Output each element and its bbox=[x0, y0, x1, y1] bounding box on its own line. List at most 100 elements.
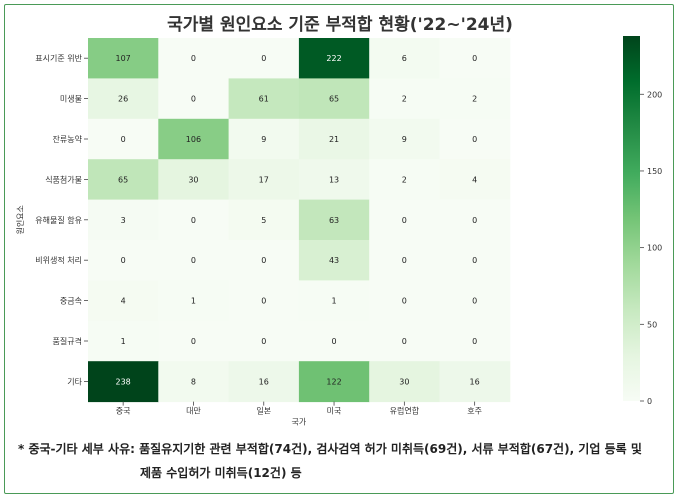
cell-value-label: 0 bbox=[261, 256, 266, 265]
x-tick-label: 대만 bbox=[186, 407, 201, 416]
cell-value-label: 0 bbox=[472, 297, 477, 306]
heatmap-cell bbox=[298, 240, 370, 281]
heatmap-cell bbox=[158, 320, 230, 362]
cell-value-label: 8 bbox=[191, 377, 196, 386]
heatmap-cell bbox=[369, 78, 440, 120]
y-tick-label: 유해물질 함유 bbox=[35, 215, 82, 225]
heatmap-cell bbox=[158, 280, 230, 322]
colorbar bbox=[623, 36, 640, 401]
cell-value-label: 4 bbox=[472, 175, 477, 184]
cell-value-label: 65 bbox=[118, 175, 128, 184]
heatmap-cell bbox=[228, 38, 300, 79]
x-axis-label: 국가 bbox=[292, 418, 307, 427]
y-tick-label: 기타 bbox=[67, 377, 82, 386]
heatmap-cell bbox=[158, 118, 230, 160]
heatmap-cell bbox=[369, 361, 440, 403]
cell-value-label: 0 bbox=[191, 337, 196, 346]
cell-value-label: 26 bbox=[118, 95, 128, 104]
cell-value-label: 0 bbox=[261, 337, 266, 346]
cell-value-label: 0 bbox=[402, 216, 407, 225]
heatmap-cell bbox=[88, 240, 159, 281]
cell-value-label: 9 bbox=[261, 135, 266, 144]
heatmap-cell bbox=[439, 280, 511, 322]
heatmap-cell bbox=[439, 320, 511, 362]
cell-value-label: 2 bbox=[402, 175, 407, 184]
cell-value-label: 1 bbox=[332, 297, 337, 306]
heatmap-cell bbox=[298, 280, 370, 322]
cell-value-label: 0 bbox=[472, 135, 477, 144]
heatmap-cell bbox=[439, 361, 511, 403]
cell-value-label: 106 bbox=[186, 135, 201, 144]
heatmap-cell bbox=[439, 78, 511, 120]
cell-value-label: 6 bbox=[402, 54, 407, 63]
cell-value-label: 2 bbox=[402, 95, 407, 104]
cell-value-label: 238 bbox=[116, 377, 131, 386]
cell-value-label: 1 bbox=[191, 297, 196, 306]
heatmap-cell bbox=[228, 159, 300, 201]
heatmap-cell bbox=[369, 199, 440, 241]
heatmap-cell bbox=[158, 240, 230, 281]
cell-value-label: 21 bbox=[329, 135, 339, 144]
heatmap-cell bbox=[88, 320, 159, 362]
cell-value-label: 16 bbox=[470, 377, 480, 386]
heatmap-cell bbox=[88, 78, 159, 120]
chart-frame bbox=[4, 4, 674, 494]
cell-value-label: 16 bbox=[259, 377, 269, 386]
heatmap-cell bbox=[298, 78, 370, 120]
cell-value-label: 3 bbox=[121, 216, 126, 225]
cell-value-label: 17 bbox=[259, 175, 269, 184]
heatmap-cell bbox=[158, 361, 230, 403]
cell-value-label: 0 bbox=[472, 256, 477, 265]
heatmap-cell bbox=[228, 118, 300, 160]
cell-value-label: 0 bbox=[191, 54, 196, 63]
cell-value-label: 61 bbox=[259, 95, 269, 104]
heatmap-cell bbox=[369, 320, 440, 362]
x-tick-label: 미국 bbox=[327, 407, 342, 416]
heatmap-cell bbox=[228, 199, 300, 241]
heatmap-cell bbox=[88, 280, 159, 322]
colorbar-tick-label: 150 bbox=[647, 167, 662, 176]
cell-value-label: 9 bbox=[402, 135, 407, 144]
heatmap-cell bbox=[298, 361, 370, 403]
heatmap-cell bbox=[228, 320, 300, 362]
cell-value-label: 30 bbox=[188, 175, 198, 184]
cell-value-label: 2 bbox=[472, 95, 477, 104]
colorbar-tick-label: 0 bbox=[647, 397, 652, 406]
cell-value-label: 0 bbox=[402, 256, 407, 265]
cell-value-label: 1 bbox=[121, 337, 126, 346]
heatmap-cell bbox=[298, 320, 370, 362]
heatmap-cell bbox=[228, 78, 300, 120]
y-tick-label: 미생물 bbox=[60, 94, 82, 104]
cell-value-label: 0 bbox=[472, 337, 477, 346]
heatmap-cell bbox=[158, 38, 230, 79]
x-tick-label: 중국 bbox=[116, 407, 131, 416]
heatmap-cell bbox=[439, 199, 511, 241]
cell-value-label: 65 bbox=[329, 95, 339, 104]
heatmap-cell bbox=[369, 240, 440, 281]
cell-value-label: 0 bbox=[261, 54, 266, 63]
colorbar-tick-label: 100 bbox=[647, 244, 662, 253]
cell-value-label: 0 bbox=[191, 216, 196, 225]
footnote-line-2: 제품 수입허가 미취득(12건) 등 bbox=[140, 466, 302, 480]
cell-value-label: 0 bbox=[332, 337, 337, 346]
cell-value-label: 0 bbox=[191, 256, 196, 265]
footnote-line-1: * 중국-기타 세부 사유: 품질유지기한 관련 부적합(74건), 검사검역 … bbox=[18, 442, 642, 456]
cell-value-label: 0 bbox=[472, 216, 477, 225]
heatmap-cell bbox=[88, 118, 159, 160]
heatmap-cell bbox=[298, 118, 370, 160]
x-tick-label: 호주 bbox=[467, 407, 482, 416]
cell-value-label: 122 bbox=[326, 377, 341, 386]
heatmap-cell bbox=[298, 159, 370, 201]
heatmap-cell bbox=[158, 159, 230, 201]
y-tick-label: 중금속 bbox=[60, 297, 82, 306]
cell-value-label: 30 bbox=[399, 377, 409, 386]
y-tick-label: 품질규격 bbox=[53, 336, 82, 346]
heatmap-cell bbox=[439, 159, 511, 201]
cell-value-label: 13 bbox=[329, 175, 339, 184]
footnote: * 중국-기타 세부 사유: 품질유지기한 관련 부적합(74건), 검사검역 … bbox=[18, 437, 668, 485]
heatmap-cell bbox=[439, 118, 511, 160]
y-tick-label: 비위생적 처리 bbox=[35, 255, 82, 265]
heatmap-cell bbox=[88, 361, 159, 403]
cell-value-label: 107 bbox=[116, 54, 131, 63]
